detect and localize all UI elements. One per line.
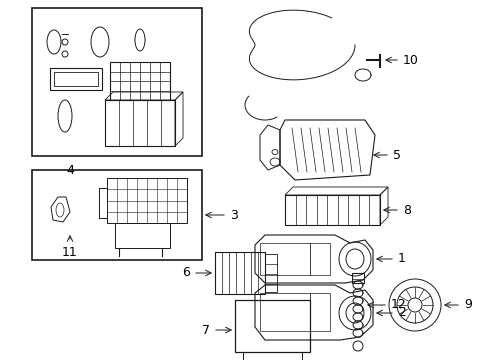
Text: 11: 11 <box>62 246 78 258</box>
Bar <box>32 170 202 260</box>
Text: 5: 5 <box>392 149 400 162</box>
Bar <box>215 252 264 294</box>
Bar <box>32 8 202 156</box>
Text: 10: 10 <box>402 54 418 67</box>
Text: 8: 8 <box>402 203 410 216</box>
Text: 2: 2 <box>397 306 405 320</box>
Text: 3: 3 <box>229 208 237 221</box>
Bar <box>105 100 175 146</box>
Text: 4: 4 <box>66 163 74 176</box>
Bar <box>107 178 186 223</box>
Bar <box>110 62 170 100</box>
Text: 1: 1 <box>397 252 405 266</box>
Text: 9: 9 <box>463 298 471 311</box>
Bar <box>260 243 329 275</box>
Bar <box>351 273 363 283</box>
Text: 7: 7 <box>202 324 209 337</box>
Text: 12: 12 <box>390 298 406 311</box>
Text: 6: 6 <box>182 266 190 279</box>
Bar <box>235 300 309 352</box>
Bar <box>50 68 102 90</box>
Bar <box>285 195 379 225</box>
Bar <box>260 293 329 331</box>
Bar <box>115 223 170 248</box>
Bar <box>54 72 98 86</box>
Bar <box>264 254 276 292</box>
